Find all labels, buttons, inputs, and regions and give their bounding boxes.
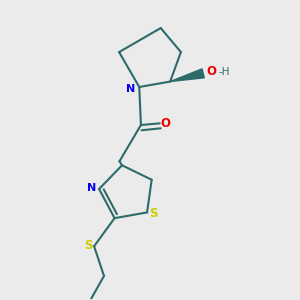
Text: O: O — [161, 117, 171, 130]
Text: N: N — [87, 183, 96, 194]
Text: S: S — [84, 239, 92, 252]
Text: N: N — [126, 84, 136, 94]
Text: -H: -H — [218, 67, 230, 77]
Text: O: O — [206, 65, 217, 78]
Text: S: S — [149, 207, 157, 220]
Polygon shape — [170, 69, 204, 82]
